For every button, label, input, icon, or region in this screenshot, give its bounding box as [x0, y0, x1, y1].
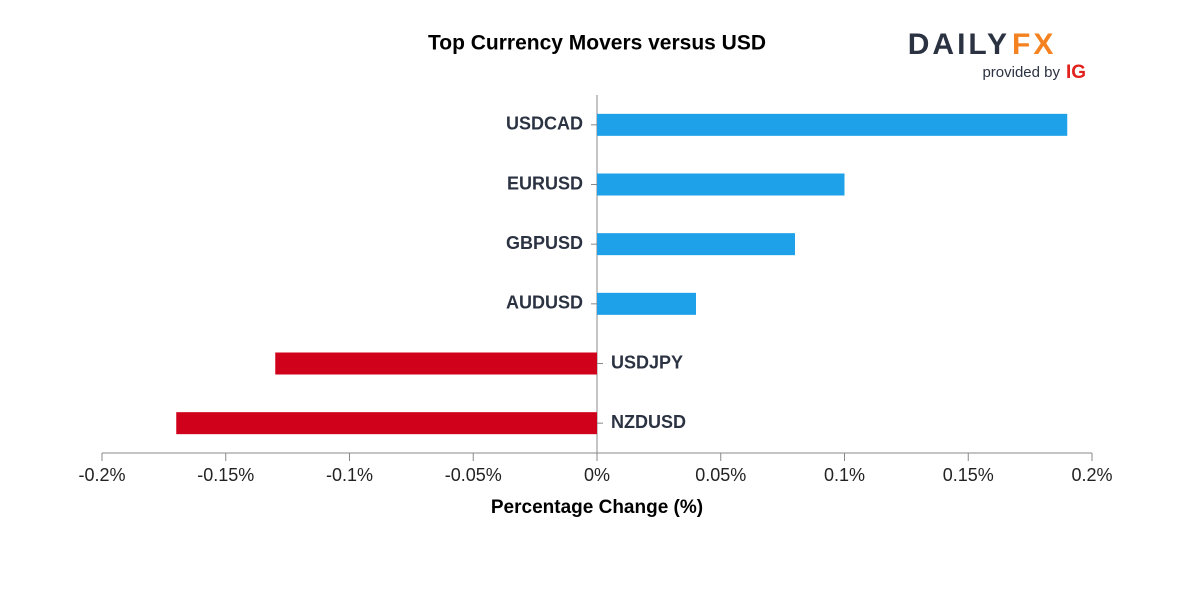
x-tick-label: -0.05%	[445, 465, 502, 485]
y-tick-label: AUDUSD	[506, 293, 583, 313]
x-tick-label: 0.2%	[1071, 465, 1112, 485]
logo-accent: FX	[1012, 28, 1056, 61]
logo-partner: IG	[1066, 62, 1086, 83]
y-tick-label: GBPUSD	[506, 233, 583, 253]
x-tick-label: -0.2%	[78, 465, 125, 485]
y-tick-label: USDCAD	[506, 114, 583, 134]
bar	[597, 292, 696, 315]
bar	[597, 233, 795, 256]
bar	[597, 173, 845, 196]
bar	[176, 412, 597, 435]
x-tick-label: -0.1%	[326, 465, 373, 485]
bar	[275, 352, 597, 375]
y-tick-label: NZDUSD	[611, 412, 686, 432]
logo-brand: DAILY	[908, 28, 1010, 61]
x-tick-label: -0.15%	[197, 465, 254, 485]
y-tick-label: USDJPY	[611, 352, 683, 372]
x-axis-title: Percentage Change (%)	[491, 497, 703, 518]
x-tick-label: 0.05%	[695, 465, 746, 485]
x-tick-label: 0.15%	[943, 465, 994, 485]
logo-provided: provided by	[982, 64, 1060, 81]
x-tick-label: 0.1%	[824, 465, 865, 485]
chart-title: Top Currency Movers versus USD	[428, 32, 766, 55]
x-tick-label: 0%	[584, 465, 610, 485]
y-tick-label: EURUSD	[507, 173, 583, 193]
bar	[597, 113, 1068, 136]
